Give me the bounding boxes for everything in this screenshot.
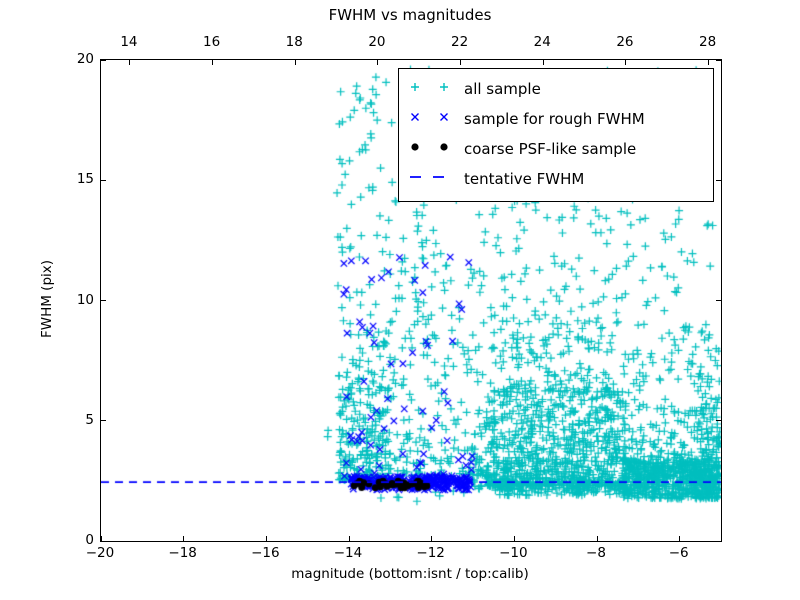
plus-marker-icon [411,83,448,91]
axis-tick [101,300,106,301]
axis-tick [716,420,721,422]
axis-tick [348,536,350,541]
chart-title: FWHM vs magnitudes [328,6,492,24]
axis-tick [101,59,106,61]
axis-tick [101,420,106,422]
legend-marker [406,109,464,129]
axis-tick [101,179,106,181]
axis-tick [431,536,433,541]
legend-entry: tentative FWHM [399,164,713,194]
x-tick-label-bottom: −8 [586,545,606,561]
axis-tick [183,536,185,541]
legend-label: tentative FWHM [464,170,585,188]
legend-label: sample for rough FWHM [464,110,645,128]
x-tick-label-bottom: −20 [85,545,115,561]
x-tick-label-top: 22 [451,34,469,50]
x-tick-label-top: 28 [699,34,717,50]
axis-tick [294,60,296,65]
legend: all sample sample for rough FWHM coarse PS… [398,68,714,202]
axis-tick [129,60,131,65]
axis-tick [716,300,721,301]
x-tick-label-top: 18 [285,34,303,50]
axis-tick [625,60,627,65]
axis-tick [100,536,102,541]
axis-tick [212,60,214,65]
x-tick-label-top: 14 [120,34,138,50]
dash-marker-icon [410,176,446,178]
axis-tick [716,179,721,181]
y-tick-label: 20 [76,51,94,67]
axis-tick [716,59,721,61]
axis-tick [377,60,379,65]
x-tick-label-top: 20 [368,34,386,50]
legend-entry: coarse PSF-like sample [399,134,713,164]
legend-marker [406,79,464,99]
axis-tick [513,536,515,541]
legend-marker [406,169,464,189]
axis-tick [265,536,267,541]
axis-tick [708,60,710,65]
y-tick-label: 10 [76,291,94,308]
x-tick-label-bottom: −6 [668,545,689,561]
x-marker-icon [411,113,448,121]
legend-label: all sample [464,80,541,98]
axis-tick [460,60,462,65]
x-tick-label-top: 26 [616,34,634,50]
x-axis-label: magnitude (bottom:isnt / top:calib) [291,566,529,582]
x-tick-label-bottom: −10 [499,545,528,561]
axis-tick [596,536,598,541]
legend-label: coarse PSF-like sample [464,140,637,158]
x-tick-label-top: 24 [533,34,551,50]
legend-entry: sample for rough FWHM [399,104,713,134]
y-tick-label: 0 [85,532,94,548]
axis-tick [542,60,544,65]
legend-entry: all sample [399,74,713,104]
axis-tick [101,540,106,542]
x-tick-label-bottom: −16 [251,545,280,561]
legend-marker [406,139,464,159]
x-tick-label-bottom: −12 [416,545,445,561]
y-tick-label: 15 [76,171,94,188]
plot-area: all sample sample for rough FWHM coarse PS… [100,59,722,542]
x-tick-label-top: 16 [203,34,221,50]
y-tick-label: 5 [85,411,94,428]
x-tick-label-bottom: −14 [333,545,363,561]
dot-marker-icon [411,143,448,151]
x-tick-label-bottom: −18 [168,545,197,561]
axis-tick [679,536,681,541]
axis-tick [716,540,721,542]
